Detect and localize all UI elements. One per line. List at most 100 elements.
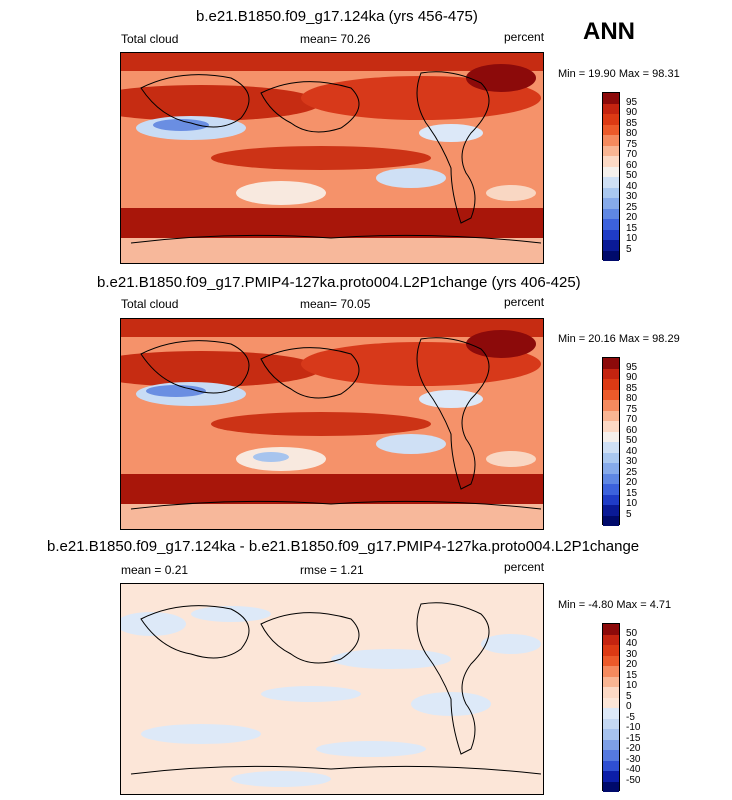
color-swatch [603,93,619,104]
colorbar-label: 5 [626,509,632,520]
color-swatch [603,687,619,698]
colorbar-label: 75 [626,139,638,150]
panel2-variable: Total cloud [121,297,179,311]
color-swatch [603,634,619,645]
color-swatch [603,208,619,219]
color-swatch [603,250,619,261]
colorbar-label: 20 [626,212,638,223]
colorbar-label: 95 [626,97,638,108]
color-swatch [603,240,619,251]
color-swatch [603,760,619,771]
colorbar-label: 80 [626,393,638,404]
colorbar-label: 15 [626,488,638,499]
color-swatch [603,750,619,761]
panel2-colorbar [602,357,620,526]
panel1-minmax: Min = 19.90 Max = 98.31 [558,68,680,80]
color-swatch [603,729,619,740]
color-swatch [603,410,619,421]
color-swatch [603,718,619,729]
color-swatch [603,368,619,379]
colorbar-label: 20 [626,659,638,670]
color-swatch [603,473,619,484]
panel2-units: percent [504,295,545,309]
panel2-title: b.e21.B1850.f09_g17.PMIP4-127ka.proto004… [97,274,581,291]
colorbar-label: 40 [626,446,638,457]
panel1-map [120,52,544,264]
color-swatch [603,135,619,146]
colorbar-label: -40 [626,764,641,775]
colorbar-label: 40 [626,181,638,192]
panel3-title: b.e21.B1850.f09_g17.124ka - b.e21.B1850.… [47,538,640,555]
color-swatch [603,421,619,432]
panel1-colorbar [602,92,620,261]
color-swatch [603,484,619,495]
color-swatch [603,442,619,453]
colorbar-label: -20 [626,743,641,754]
colorbar-label: 85 [626,383,638,394]
colorbar-label: 85 [626,118,638,129]
colorbar-label: 10 [626,498,638,509]
colorbar-label: 50 [626,435,638,446]
color-swatch [603,463,619,474]
colorbar-label: 95 [626,362,638,373]
panel1-title: b.e21.B1850.f09_g17.124ka (yrs 456-475) [196,8,478,25]
season-label: ANN [583,18,635,45]
color-swatch [603,515,619,526]
colorbar-label: -5 [626,712,635,723]
color-swatch [603,676,619,687]
panel3-map [120,583,544,795]
colorbar-label: 30 [626,456,638,467]
panel2-map [120,318,544,530]
color-swatch [603,156,619,167]
color-swatch [603,389,619,400]
panel3-minmax: Min = -4.80 Max = 4.71 [558,599,672,611]
colorbar-label: 70 [626,149,638,160]
color-swatch [603,219,619,230]
color-swatch [603,187,619,198]
colorbar-label: 15 [626,223,638,234]
color-swatch [603,452,619,463]
color-swatch [603,358,619,369]
colorbar-label: 80 [626,128,638,139]
panel2-mean: mean= 70.05 [300,297,371,311]
colorbar-label: 40 [626,638,638,649]
colorbar-label: 10 [626,680,638,691]
colorbar-label: 50 [626,170,638,181]
panel3-colorbar [602,623,620,792]
color-swatch [603,229,619,240]
panel2-minmax: Min = 20.16 Max = 98.29 [558,333,680,345]
color-swatch [603,494,619,505]
colorbar-label: 20 [626,477,638,488]
color-swatch [603,771,619,782]
color-swatch [603,739,619,750]
colorbar-label: 25 [626,202,638,213]
color-swatch [603,624,619,635]
colorbar-label: 60 [626,160,638,171]
color-swatch [603,114,619,125]
colorbar-label: 30 [626,191,638,202]
panel1-units: percent [504,30,545,44]
panel1-variable: Total cloud [121,32,179,46]
color-swatch [603,400,619,411]
color-swatch [603,655,619,666]
color-swatch [603,124,619,135]
color-swatch [603,145,619,156]
colorbar-label: -10 [626,722,641,733]
color-swatch [603,166,619,177]
colorbar-label: -15 [626,733,641,744]
colorbar-label: 0 [626,701,632,712]
colorbar-label: 10 [626,233,638,244]
panel3-mean: mean = 0.21 [121,563,189,577]
color-swatch [603,697,619,708]
colorbar-label: 25 [626,467,638,478]
panel3-rmse: rmse = 1.21 [300,563,364,577]
panel3-units: percent [504,560,545,574]
color-swatch [603,103,619,114]
panel1-mean: mean= 70.26 [300,32,371,46]
colorbar-label: 90 [626,372,638,383]
color-swatch [603,666,619,677]
color-swatch [603,431,619,442]
color-swatch [603,708,619,719]
colorbar-label: 5 [626,244,632,255]
colorbar-label: 5 [626,691,632,702]
